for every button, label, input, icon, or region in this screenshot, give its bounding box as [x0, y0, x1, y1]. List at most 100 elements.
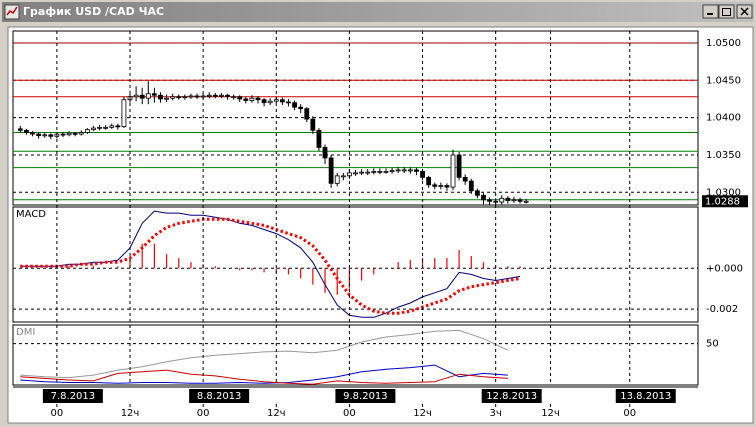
candle-body: [474, 190, 480, 196]
candle-body: [60, 133, 66, 136]
date-label: 9.8.2013: [343, 391, 388, 402]
candle-body: [121, 99, 127, 127]
minimize-button[interactable]: [702, 4, 719, 19]
pane-title: MACD: [16, 209, 46, 220]
candle-body: [115, 125, 121, 128]
indicator-line: [20, 369, 508, 385]
candle-body: [395, 169, 401, 172]
candle-body: [17, 128, 23, 131]
candle-body: [298, 106, 304, 110]
candle-body: [407, 169, 413, 172]
candle-body: [383, 170, 389, 173]
x-tick-label: 00: [343, 408, 356, 419]
date-label: 12.8.2013: [486, 391, 537, 402]
candle-body: [517, 199, 523, 202]
date-box: [615, 389, 676, 403]
candle-body: [200, 95, 206, 98]
indicator-line: [20, 329, 509, 379]
candle-body: [340, 175, 346, 178]
x-tick-label: 00: [197, 408, 210, 419]
date-box: [335, 389, 396, 403]
candle-body: [334, 175, 340, 184]
indicator-line: [20, 210, 521, 318]
candle-body: [158, 94, 163, 100]
candle-body: [438, 185, 444, 187]
candle-body: [401, 169, 407, 172]
candle-body: [212, 94, 218, 97]
window-title: График USD /CAD ЧАС: [23, 5, 164, 18]
date-label: 13.8.2013: [620, 391, 671, 402]
candle-body: [133, 94, 139, 98]
candle-body: [261, 99, 267, 104]
candle-body: [231, 96, 237, 99]
maximize-button[interactable]: [718, 4, 735, 19]
indicator-line: [20, 364, 508, 384]
candle-body: [328, 157, 334, 184]
candle-body: [30, 132, 35, 135]
candle-body: [243, 98, 249, 101]
last-price-label: 1.0288: [705, 196, 740, 207]
candle-body: [48, 134, 54, 137]
macd-pane: [12, 206, 699, 323]
candle-body: [279, 99, 285, 103]
window-buttons[interactable]: [702, 4, 753, 19]
candle-body: [444, 185, 450, 188]
candle-body: [371, 170, 377, 173]
candle-body: [505, 197, 511, 201]
candle-body: [523, 200, 529, 203]
candle-body: [310, 118, 316, 131]
candle-body: [109, 125, 115, 128]
candle-body: [36, 133, 41, 136]
candle-body: [450, 154, 456, 188]
candle-body: [481, 194, 486, 201]
candle-body: [426, 176, 432, 186]
y-tick-label: 1.0400: [706, 113, 741, 124]
candle-body: [164, 97, 169, 100]
candle-body: [42, 134, 48, 137]
candle-body: [365, 171, 371, 174]
candle-body: [456, 154, 462, 178]
candle-body: [66, 132, 72, 136]
y-tick-label: +0.000: [706, 263, 743, 274]
pane-plot: [13, 42, 698, 205]
candle-body: [267, 100, 273, 104]
candle-body: [194, 95, 200, 98]
candle-body: [432, 184, 438, 187]
date-box: [189, 389, 250, 403]
candle-body: [97, 126, 102, 129]
candle-body: [322, 147, 328, 159]
candle-body: [304, 108, 310, 120]
x-tick-label: 12ч: [413, 408, 432, 419]
maximize-icon: [722, 8, 731, 16]
signal-line: [20, 217, 521, 315]
candle-body: [91, 127, 96, 130]
candle-body: [249, 97, 255, 101]
candle-body: [188, 95, 194, 98]
candle-body: [151, 93, 157, 96]
x-tick-label: 00: [51, 408, 64, 419]
candle-body: [487, 199, 492, 202]
x-tick-label: 3ч: [490, 408, 502, 419]
pane-title: DMI: [16, 327, 35, 338]
y-tick-label: 50: [706, 339, 719, 350]
candle-body: [359, 171, 364, 174]
window-icon-graph: [6, 6, 18, 16]
candle-body: [377, 170, 383, 173]
date-box: [42, 389, 103, 403]
y-tick-label: 1.0350: [706, 150, 741, 161]
candle-body: [219, 94, 224, 97]
candle-body: [468, 180, 474, 192]
x-tick-label: 12ч: [121, 408, 140, 419]
x-tick-label: 12ч: [541, 408, 560, 419]
candle-body: [225, 94, 230, 98]
candle-body: [145, 93, 151, 99]
x-tick-label: 12ч: [267, 408, 286, 419]
candle-body: [414, 169, 419, 172]
close-icon: [740, 7, 749, 16]
candle-body: [353, 172, 358, 175]
y-tick-label: -0.002: [706, 304, 738, 315]
candle-body: [176, 96, 182, 99]
candle-body: [206, 94, 212, 97]
